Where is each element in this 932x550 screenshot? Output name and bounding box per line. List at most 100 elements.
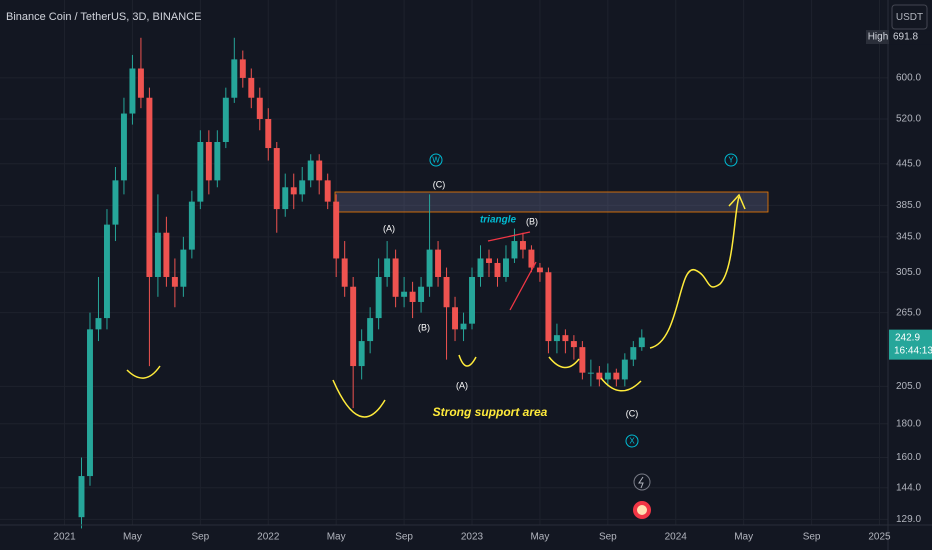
candle-body	[452, 307, 459, 330]
support-curve	[332, 379, 386, 418]
candle-body	[290, 187, 297, 195]
candle-body	[519, 241, 526, 250]
candle-body	[205, 142, 212, 181]
pattern-label: triangle	[480, 215, 517, 226]
high-value-box	[889, 30, 932, 45]
x-tick-label: Sep	[395, 532, 413, 543]
candle-body	[553, 335, 560, 342]
candle-body	[503, 258, 509, 277]
candle-body	[409, 291, 416, 302]
candle-body	[596, 372, 603, 380]
wave-circle	[724, 153, 738, 167]
projection-path	[649, 196, 740, 349]
candle-body	[579, 347, 586, 373]
wave-label: (A)	[456, 380, 468, 390]
candle-body	[273, 148, 280, 210]
candle-body	[426, 249, 433, 287]
x-tick-label: 2023	[461, 532, 484, 543]
candle-body	[256, 97, 263, 120]
candle-body	[384, 258, 391, 277]
annotations: W (C) (A) (B) (A) triangle (B) (C) X Y Strong supp…	[383, 153, 738, 448]
y-tick-label: 129.0	[896, 514, 921, 525]
candle-body	[460, 323, 467, 330]
support-label: Strong support area	[433, 405, 548, 419]
y-tick-label: 265.0	[896, 307, 921, 318]
y-tick-label: 205.0	[896, 381, 921, 392]
x-tick-label: 2025	[868, 532, 891, 543]
drawings	[126, 193, 746, 418]
candle-body	[511, 241, 518, 259]
arrow-head	[728, 193, 746, 210]
candle-body	[222, 97, 229, 143]
wave-circle	[429, 153, 443, 167]
x-tick-label: Sep	[191, 532, 209, 543]
candle-body	[154, 232, 161, 277]
candle-body	[214, 142, 221, 181]
axes: 129.0 144.0 160.0 180.0 205.0 265.0 305.0 345.0…	[53, 30, 932, 543]
triangle-lines	[487, 231, 537, 311]
candle-body	[180, 249, 187, 287]
chart-title: Binance Coin / TetherUS, 3D, BINANCE	[6, 11, 201, 23]
wave-label: X	[629, 437, 635, 446]
candle-body	[146, 97, 153, 277]
candle-body	[171, 276, 178, 287]
candle-body	[562, 335, 569, 342]
x-tick-label: May	[327, 532, 346, 543]
candle-body	[418, 286, 425, 302]
candle-body	[570, 341, 577, 348]
candle-body	[545, 272, 552, 342]
candle-body	[231, 59, 238, 98]
resistance-zone	[334, 191, 769, 213]
candle-body	[197, 142, 204, 202]
lightning-glyph	[638, 476, 644, 489]
support-curve	[600, 377, 642, 392]
y-tick-label: 305.0	[896, 267, 921, 278]
candle-body	[103, 224, 110, 319]
x-tick-label: 2022	[257, 532, 280, 543]
wave-label: W	[432, 156, 440, 165]
wave-label: (C)	[433, 179, 446, 189]
candle-body	[265, 119, 272, 149]
wave-label: (A)	[383, 223, 395, 233]
candle-body	[163, 232, 170, 277]
y-tick-label: 445.0	[896, 158, 921, 169]
x-tick-label: 2021	[53, 532, 76, 543]
candle-body	[129, 68, 136, 114]
candle-body	[239, 59, 246, 78]
candle-body	[307, 160, 314, 181]
x-tick-label: Sep	[803, 532, 821, 543]
candle-body	[528, 249, 535, 268]
currency-button[interactable]	[891, 4, 928, 30]
y-tick-label: 144.0	[896, 482, 921, 493]
last-price-box	[889, 329, 932, 360]
support-curve	[458, 354, 477, 367]
wave-label: Y	[728, 156, 734, 165]
candle-body	[486, 258, 492, 263]
y-tick-label: 345.0	[896, 231, 921, 242]
candle-body	[621, 359, 628, 380]
y-tick-label: 520.0	[896, 114, 921, 125]
lightning-icon[interactable]	[633, 473, 651, 491]
wave-circle	[625, 434, 639, 448]
candle-body	[87, 329, 93, 477]
wave-label: (B)	[526, 216, 538, 226]
x-tick-label: May	[530, 532, 549, 543]
wave-label: (C)	[626, 408, 639, 418]
candle-body	[494, 262, 501, 277]
candle-body	[358, 341, 365, 367]
candle-body	[78, 476, 85, 518]
y-tick-label: 160.0	[896, 452, 921, 463]
candle-body	[536, 267, 543, 273]
candle-body	[604, 372, 611, 380]
trend-line	[509, 261, 537, 311]
high-label: High	[868, 32, 889, 43]
candle-body	[630, 347, 637, 360]
high-value: 691.8	[893, 32, 918, 43]
countdown: 16:44:13	[894, 345, 932, 356]
last-price: 242.9	[895, 332, 920, 343]
x-tick-label: May	[734, 532, 753, 543]
candle-body	[613, 372, 620, 380]
support-curve	[126, 365, 161, 379]
candle-body	[95, 318, 102, 330]
wave-label: (B)	[418, 322, 430, 332]
